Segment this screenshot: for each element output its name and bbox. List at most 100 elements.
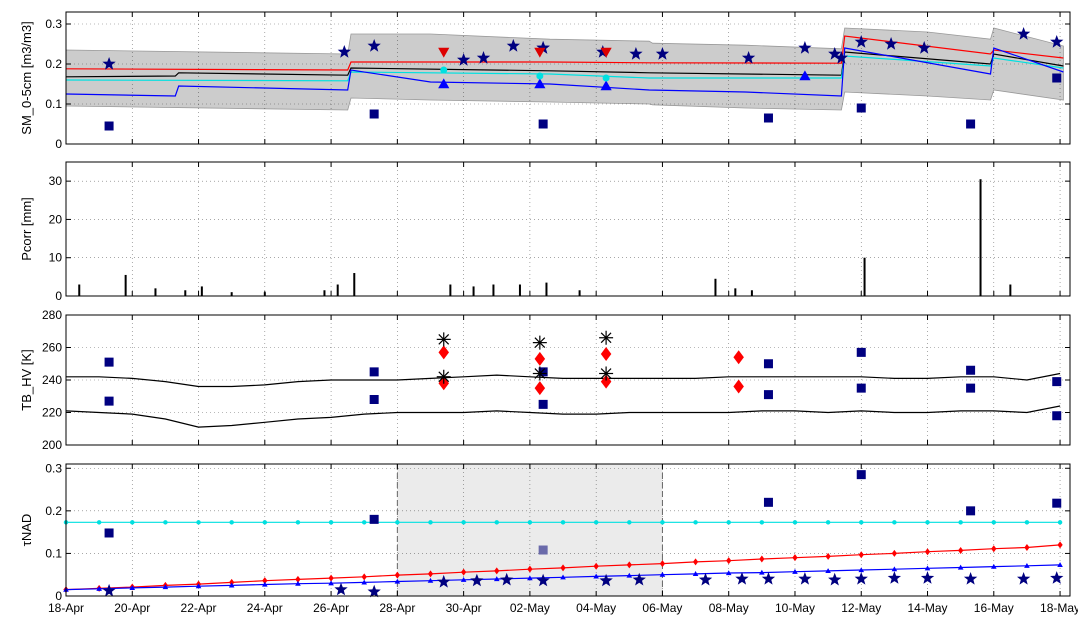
plot-frame	[65, 11, 1071, 145]
marker-star	[102, 57, 116, 70]
series-line-1	[65, 51, 1064, 78]
series-point-0	[229, 520, 234, 525]
plot-frame	[65, 463, 1071, 597]
series-point-1	[527, 565, 533, 573]
series-point-1	[659, 560, 666, 568]
series-point-0	[627, 520, 632, 525]
x-tick-label: 30-Apr	[446, 601, 482, 615]
series-point-0	[428, 520, 433, 525]
marker-star	[798, 41, 812, 54]
series-point-1	[726, 557, 732, 565]
precip-bar	[545, 282, 548, 296]
marker-square	[538, 367, 548, 377]
y-tick-label: 10	[49, 251, 63, 265]
marker-square	[856, 470, 866, 480]
marker-asterisk-stroke	[600, 368, 612, 379]
marker-asterisk-stroke	[600, 332, 612, 344]
marker-star	[884, 37, 898, 50]
series-point-0	[395, 520, 400, 525]
marker-star	[470, 573, 484, 587]
marker-square	[1052, 73, 1062, 83]
series-point-0	[792, 520, 798, 525]
marker-square	[369, 514, 379, 524]
series-point-1	[759, 555, 765, 563]
precip-bar	[714, 278, 717, 296]
marker-tri-up	[534, 78, 546, 89]
series-point-1	[494, 567, 500, 575]
marker-circle	[536, 72, 544, 80]
marker-star	[1017, 27, 1031, 40]
marker-star	[599, 573, 613, 587]
y-tick-label: 20	[49, 212, 63, 226]
series-point-2	[957, 564, 964, 570]
series-point-2	[725, 570, 732, 576]
marker-asterisk	[599, 366, 614, 381]
series-point-2	[493, 576, 500, 582]
marker-star	[367, 584, 381, 598]
y-tick-label: 240	[42, 373, 62, 387]
marker-star	[741, 51, 756, 64]
series-point-2	[96, 585, 102, 591]
series-point-1	[229, 578, 235, 586]
series-point-2	[1024, 562, 1030, 568]
series-point-1	[924, 548, 931, 556]
series-point-0	[660, 520, 665, 525]
marker-square	[1052, 498, 1062, 508]
series-point-1	[295, 575, 301, 583]
shaded-period	[397, 464, 663, 596]
x-tick-label: 14-May	[908, 601, 948, 615]
y-tick-label: 260	[42, 341, 62, 355]
plot-frame	[65, 161, 1071, 297]
marker-star	[337, 45, 351, 58]
y-tick-label: 0	[55, 137, 62, 151]
series-point-2	[759, 569, 765, 575]
brightness-temperature-panel: 200 220 240 260 280 TB_HV [K]	[19, 308, 1071, 452]
series-point-0	[96, 520, 102, 525]
y-tick-label: 0.2	[45, 57, 62, 71]
series-point-0	[295, 520, 301, 525]
series-point-1	[825, 552, 831, 560]
marker-tri-down	[534, 47, 546, 58]
series-point-1	[958, 546, 964, 554]
marker-square	[856, 347, 866, 357]
series-point-2	[560, 574, 566, 580]
series-line-1	[65, 405, 1061, 428]
y-axis-label: Pcorr [mm]	[19, 197, 34, 261]
y-axis-label: TB_HV [K]	[19, 349, 34, 410]
series-point-2	[361, 579, 368, 585]
marker-square	[966, 365, 976, 375]
y-tick-label: 0.2	[45, 504, 62, 518]
marker-asterisk	[599, 330, 614, 345]
marker-star	[437, 574, 451, 588]
series-point-1	[692, 558, 699, 566]
marker-star	[536, 573, 550, 587]
x-tick-label: 04-May	[576, 601, 616, 615]
series-point-0	[593, 520, 599, 525]
soil-moisture-panel: 0 0.1 0.2 0.3 SM_0-5cm [m3/m3]	[19, 11, 1071, 151]
precip-bar	[184, 290, 187, 296]
series-point-1	[394, 571, 400, 579]
series-point-2	[825, 568, 831, 573]
marker-star	[828, 47, 842, 60]
marker-star	[761, 572, 776, 585]
marker-star	[1050, 571, 1064, 584]
series-point-2	[394, 578, 401, 584]
precip-bar	[323, 290, 326, 296]
marker-asterisk-stroke	[438, 334, 450, 345]
series-point-0	[361, 520, 367, 525]
series-point-0	[858, 520, 864, 525]
marker-square	[763, 497, 773, 507]
series-point-0	[262, 520, 268, 525]
marker-circle	[602, 74, 610, 82]
series-point-0	[892, 520, 897, 525]
series-point-2	[990, 563, 997, 569]
marker-square	[369, 109, 379, 119]
y-tick-label: 0	[55, 589, 62, 603]
series-point-1	[593, 562, 599, 570]
precip-bar	[734, 288, 737, 296]
marker-diamond	[534, 381, 546, 396]
marker-star	[102, 583, 116, 597]
precip-bar	[492, 284, 495, 296]
y-tick-label: 0.1	[45, 546, 62, 560]
precip-bar	[472, 286, 475, 296]
